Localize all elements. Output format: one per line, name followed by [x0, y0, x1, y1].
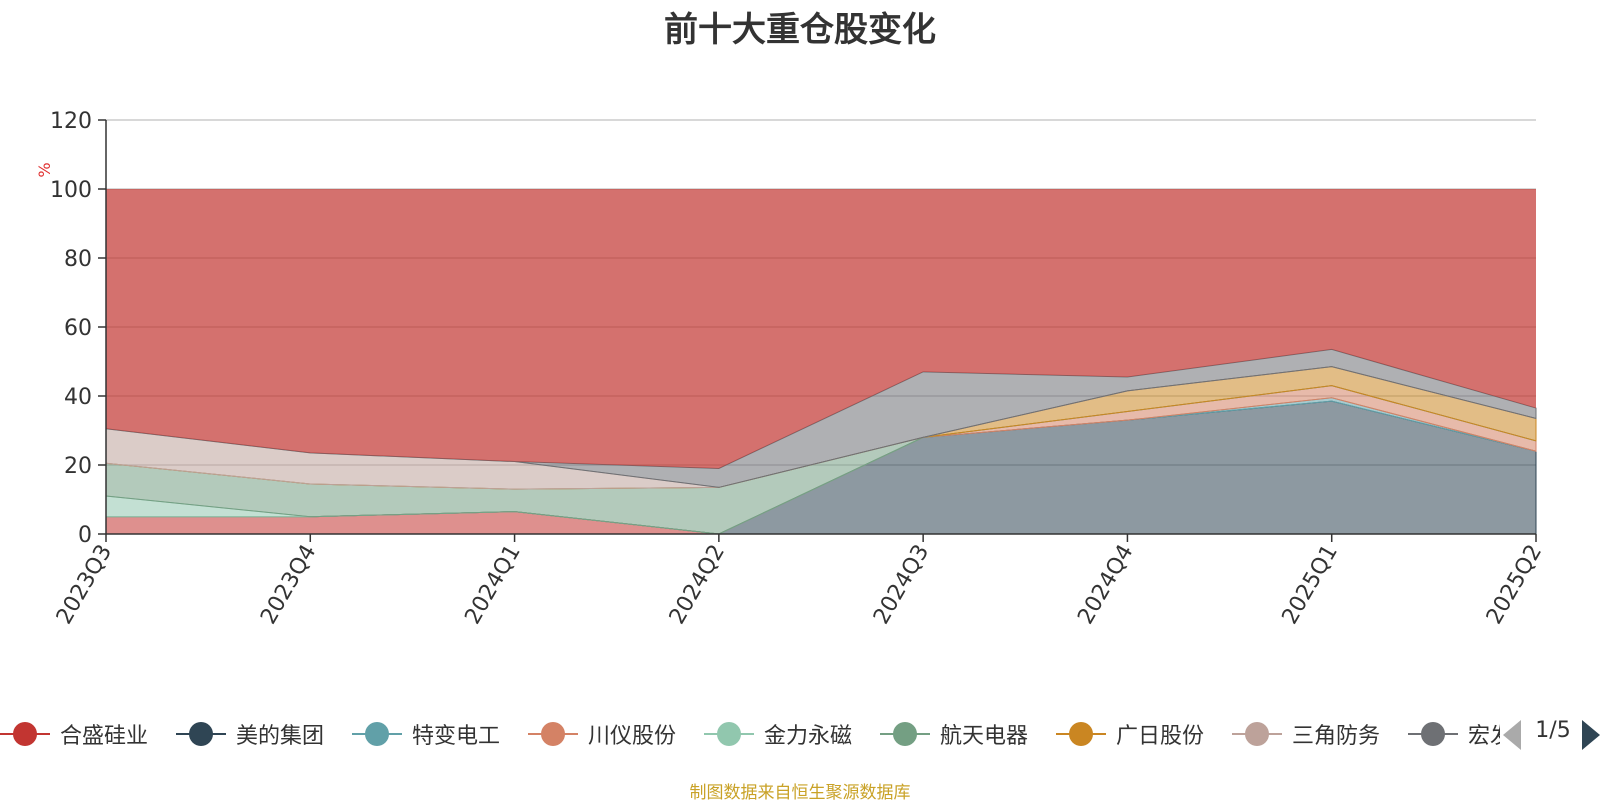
- legend-item[interactable]: 合盛硅业: [0, 714, 148, 754]
- y-tick-label: 100: [50, 178, 92, 203]
- legend-marker-icon: [352, 720, 402, 748]
- legend-marker-icon: [528, 720, 578, 748]
- legend-prev-page-button[interactable]: [1503, 720, 1521, 750]
- legend: 合盛硅业 美的集团 特变电工 川仪股份 金力永磁 航天电器 广日股份 三角防务 宏发股份: [0, 714, 1500, 754]
- x-tick-label: 2024Q1: [460, 541, 525, 629]
- legend-marker-icon: [1408, 720, 1458, 748]
- legend-marker-icon: [0, 720, 50, 748]
- y-axis-unit-label: %: [35, 162, 54, 177]
- legend-label: 川仪股份: [588, 724, 677, 749]
- x-tick-label: 2025Q1: [1278, 541, 1343, 629]
- legend-marker-icon: [704, 720, 754, 748]
- y-tick-label: 80: [64, 247, 92, 272]
- legend-item[interactable]: 宏发股份: [1408, 714, 1500, 754]
- legend-item[interactable]: 三角防务: [1232, 714, 1380, 754]
- x-tick-label: 2023Q3: [52, 541, 117, 629]
- legend-marker-icon: [880, 720, 930, 748]
- legend-item[interactable]: 美的集团: [176, 714, 324, 754]
- legend-label: 美的集团: [236, 724, 325, 749]
- legend-marker-icon: [1232, 720, 1282, 748]
- legend-marker-icon: [1056, 720, 1106, 748]
- legend-item[interactable]: 航天电器: [880, 714, 1028, 754]
- y-tick-label: 0: [78, 523, 92, 548]
- legend-item[interactable]: 金力永磁: [704, 714, 852, 754]
- chart-title: 前十大重仓股变化: [664, 10, 936, 50]
- legend-label: 合盛硅业: [60, 724, 149, 749]
- legend-item[interactable]: 特变电工: [352, 714, 500, 754]
- x-tick-label: 2024Q3: [869, 541, 934, 629]
- legend-label: 广日股份: [1116, 724, 1205, 749]
- area-series-8: [105, 348, 1537, 488]
- area-remainder: [106, 189, 1536, 469]
- legend-next-page-button[interactable]: [1582, 720, 1600, 750]
- x-tick-label: 2025Q2: [1482, 541, 1547, 629]
- y-tick-label: 40: [64, 385, 92, 410]
- y-tick-label: 60: [64, 316, 92, 341]
- legend-label: 宏发股份: [1468, 724, 1500, 749]
- y-tick-label: 20: [64, 454, 92, 479]
- legend-label: 金力永磁: [764, 724, 853, 749]
- background-bands: [106, 189, 1536, 469]
- source-note: 制图数据来自恒生聚源数据库: [689, 783, 911, 803]
- x-tick-label: 2024Q2: [665, 541, 730, 629]
- legend-label: 航天电器: [940, 724, 1029, 749]
- y-tick-label: 120: [50, 109, 92, 134]
- x-tick-label: 2024Q4: [1073, 541, 1138, 629]
- legend-page-indicator: 1/5: [1535, 718, 1571, 743]
- legend-marker-icon: [176, 720, 226, 748]
- stacked-areas: [105, 348, 1537, 535]
- legend-item[interactable]: 川仪股份: [528, 714, 676, 754]
- x-tick-label: 2023Q4: [256, 541, 321, 629]
- legend-label: 三角防务: [1292, 724, 1381, 749]
- legend-label: 特变电工: [412, 724, 501, 749]
- legend-item[interactable]: 广日股份: [1056, 714, 1204, 754]
